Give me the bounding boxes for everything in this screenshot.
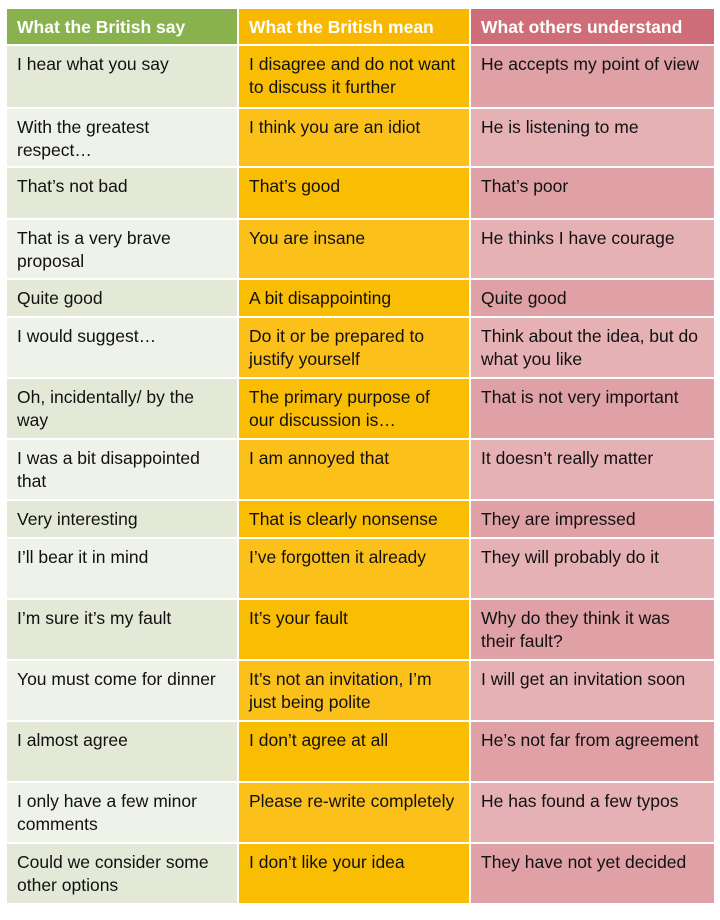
table-cell-say: Oh, incidentally/ by the way xyxy=(7,379,239,440)
table-cell-mean: I don’t like your idea xyxy=(239,844,471,905)
table-cell-understand: He has found a few typos xyxy=(471,783,714,844)
table-cell-mean: Please re-write completely xyxy=(239,783,471,844)
table-cell-say: Very interesting xyxy=(7,501,239,539)
table-cell-understand: Why do they think it was their fault? xyxy=(471,600,714,661)
table-cell-understand: They are impressed xyxy=(471,501,714,539)
header-what-british-mean: What the British mean xyxy=(239,9,471,46)
header-what-british-say: What the British say xyxy=(7,9,239,46)
table-cell-understand: That’s poor xyxy=(471,168,714,220)
table-cell-mean: You are insane xyxy=(239,220,471,280)
table-cell-understand: That is not very important xyxy=(471,379,714,440)
table-cell-mean: That’s good xyxy=(239,168,471,220)
table-cell-mean: A bit disappointing xyxy=(239,280,471,318)
table-cell-say: I hear what you say xyxy=(7,46,239,109)
table-cell-mean: I’ve forgotten it already xyxy=(239,539,471,600)
table-cell-say: With the greatest respect… xyxy=(7,109,239,168)
table-cell-mean: I don’t agree at all xyxy=(239,722,471,783)
table-cell-say: I almost agree xyxy=(7,722,239,783)
table-cell-understand: I will get an invitation soon xyxy=(471,661,714,722)
table-cell-mean: I am annoyed that xyxy=(239,440,471,501)
table-cell-understand: It doesn’t really matter xyxy=(471,440,714,501)
table-cell-say: You must come for dinner xyxy=(7,661,239,722)
table-cell-say: That’s not bad xyxy=(7,168,239,220)
table-cell-mean: Do it or be prepared to justify yourself xyxy=(239,318,471,379)
table-cell-say: I only have a few minor comments xyxy=(7,783,239,844)
header-what-others-understand: What others understand xyxy=(471,9,714,46)
table-cell-understand: He’s not far from agreement xyxy=(471,722,714,783)
table-cell-mean: I disagree and do not want to discuss it… xyxy=(239,46,471,109)
table-cell-understand: Think about the idea, but do what you li… xyxy=(471,318,714,379)
table-cell-say: I’ll bear it in mind xyxy=(7,539,239,600)
table-cell-understand: Quite good xyxy=(471,280,714,318)
table-cell-say: Quite good xyxy=(7,280,239,318)
table-cell-understand: He is listening to me xyxy=(471,109,714,168)
table-cell-say: That is a very brave proposal xyxy=(7,220,239,280)
table-cell-mean: It’s your fault xyxy=(239,600,471,661)
british-phrases-table: What the British say What the British me… xyxy=(7,9,714,905)
table-cell-understand: They will probably do it xyxy=(471,539,714,600)
table-cell-understand: He thinks I have courage xyxy=(471,220,714,280)
table-cell-say: Could we consider some other options xyxy=(7,844,239,905)
table-cell-understand: He accepts my point of view xyxy=(471,46,714,109)
table-cell-say: I would suggest… xyxy=(7,318,239,379)
table-cell-understand: They have not yet decided xyxy=(471,844,714,905)
table-cell-say: I was a bit disappointed that xyxy=(7,440,239,501)
table-cell-mean: The primary purpose of our discussion is… xyxy=(239,379,471,440)
table-cell-mean: I think you are an idiot xyxy=(239,109,471,168)
table-cell-say: I’m sure it’s my fault xyxy=(7,600,239,661)
table-cell-mean: That is clearly nonsense xyxy=(239,501,471,539)
table-cell-mean: It’s not an invitation, I’m just being p… xyxy=(239,661,471,722)
